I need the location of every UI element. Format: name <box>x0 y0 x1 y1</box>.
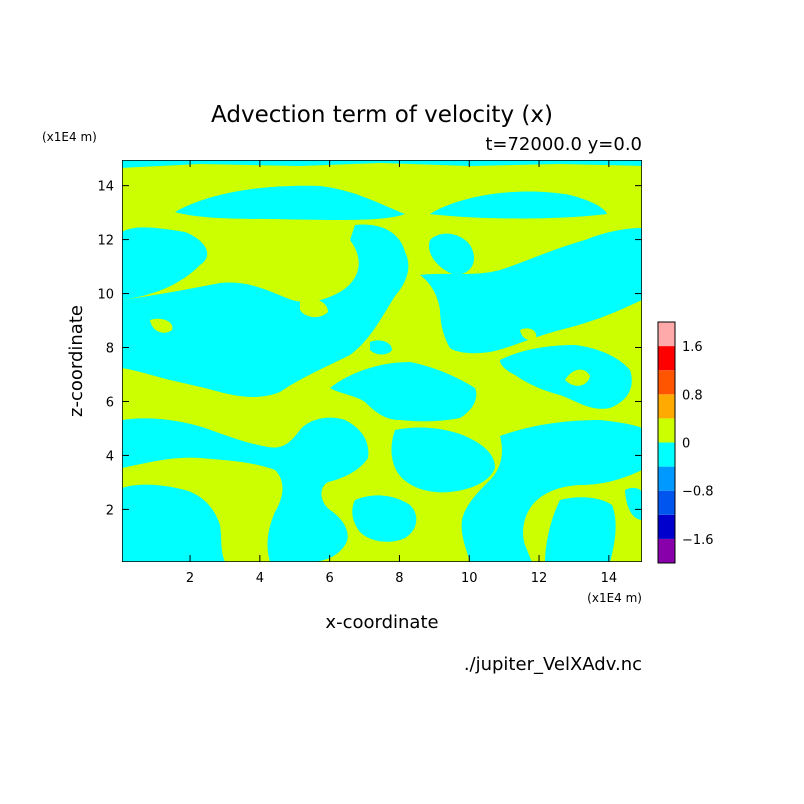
field-negative-regions <box>122 160 642 562</box>
field-positive-islands <box>150 223 590 386</box>
contour-region <box>210 248 240 268</box>
colorbar-swatch <box>658 490 675 515</box>
colorbar-label: −0.8 <box>682 485 714 500</box>
contour-region <box>391 427 495 493</box>
colorbar-label: −1.6 <box>682 533 714 548</box>
contour-region <box>122 160 642 168</box>
x-tick-label: 12 <box>531 571 548 586</box>
contour-region <box>330 362 477 422</box>
colorbar-label: 0 <box>682 437 690 452</box>
contour-region <box>420 228 642 354</box>
contour-region <box>122 227 208 300</box>
contour-region <box>175 185 405 220</box>
y-tick-label: 2 <box>106 503 114 518</box>
contour-region <box>545 497 616 562</box>
x-axis-label: x-coordinate <box>325 612 438 633</box>
y-tick-label: 4 <box>106 449 114 464</box>
contour-region <box>565 369 590 386</box>
y-axis-label: z-coordinate <box>66 305 87 417</box>
contour-region <box>229 348 271 380</box>
colorbar-swatch <box>658 322 675 347</box>
y-tick-label: 8 <box>106 342 114 357</box>
contour-region <box>500 345 632 409</box>
colorbar-swatch <box>658 418 675 443</box>
x-tick-label: 14 <box>601 571 618 586</box>
colorbar: −1.6 −0.8 0 0.8 1.6 <box>657 321 714 564</box>
contour-region <box>122 484 225 562</box>
plot-area <box>122 160 642 562</box>
contour-region <box>122 417 369 562</box>
contour-region <box>237 223 275 246</box>
x-axis-ticks: 2 4 6 8 10 12 14 <box>186 160 617 586</box>
contour-region <box>430 191 607 219</box>
x-tick-label: 4 <box>256 571 264 586</box>
colorbar-label: 1.6 <box>682 340 703 355</box>
colorbar-swatch <box>658 442 675 467</box>
y-tick-label: 12 <box>97 234 114 249</box>
contour-region <box>625 487 642 520</box>
contour-region <box>352 495 417 542</box>
colorbar-frame <box>657 321 676 564</box>
contour-region <box>150 318 173 333</box>
source-filename: ./jupiter_VelXAdv.nc <box>464 654 642 675</box>
chart-title: Advection term of velocity (x) <box>211 102 553 128</box>
colorbar-swatch <box>658 370 675 395</box>
y-tick-label: 6 <box>106 395 114 410</box>
colorbar-swatch <box>658 466 675 491</box>
chart-subtitle: t=72000.0 y=0.0 <box>485 134 642 155</box>
contour-region <box>461 420 642 562</box>
contour-region <box>300 298 328 318</box>
x-tick-label: 8 <box>395 571 403 586</box>
colorbar-swatch <box>658 394 675 419</box>
x-tick-label: 2 <box>186 571 194 586</box>
y-tick-label: 14 <box>97 180 114 195</box>
colorbar-label: 0.8 <box>682 388 703 403</box>
y-axis-ticks: 2 4 6 8 10 12 14 <box>97 180 642 518</box>
contour-region <box>520 328 537 340</box>
contour-region <box>370 340 392 355</box>
y-unit-label: (x1E4 m) <box>42 130 97 144</box>
colorbar-swatch <box>658 346 675 371</box>
colorbar-swatch <box>658 514 675 539</box>
x-tick-label: 6 <box>326 571 334 586</box>
colorbar-swatch <box>658 538 675 563</box>
contour-region <box>122 224 409 397</box>
y-tick-label: 10 <box>97 288 114 303</box>
x-unit-label: (x1E4 m) <box>587 591 642 605</box>
x-tick-label: 10 <box>461 571 478 586</box>
contour-region <box>429 233 475 275</box>
